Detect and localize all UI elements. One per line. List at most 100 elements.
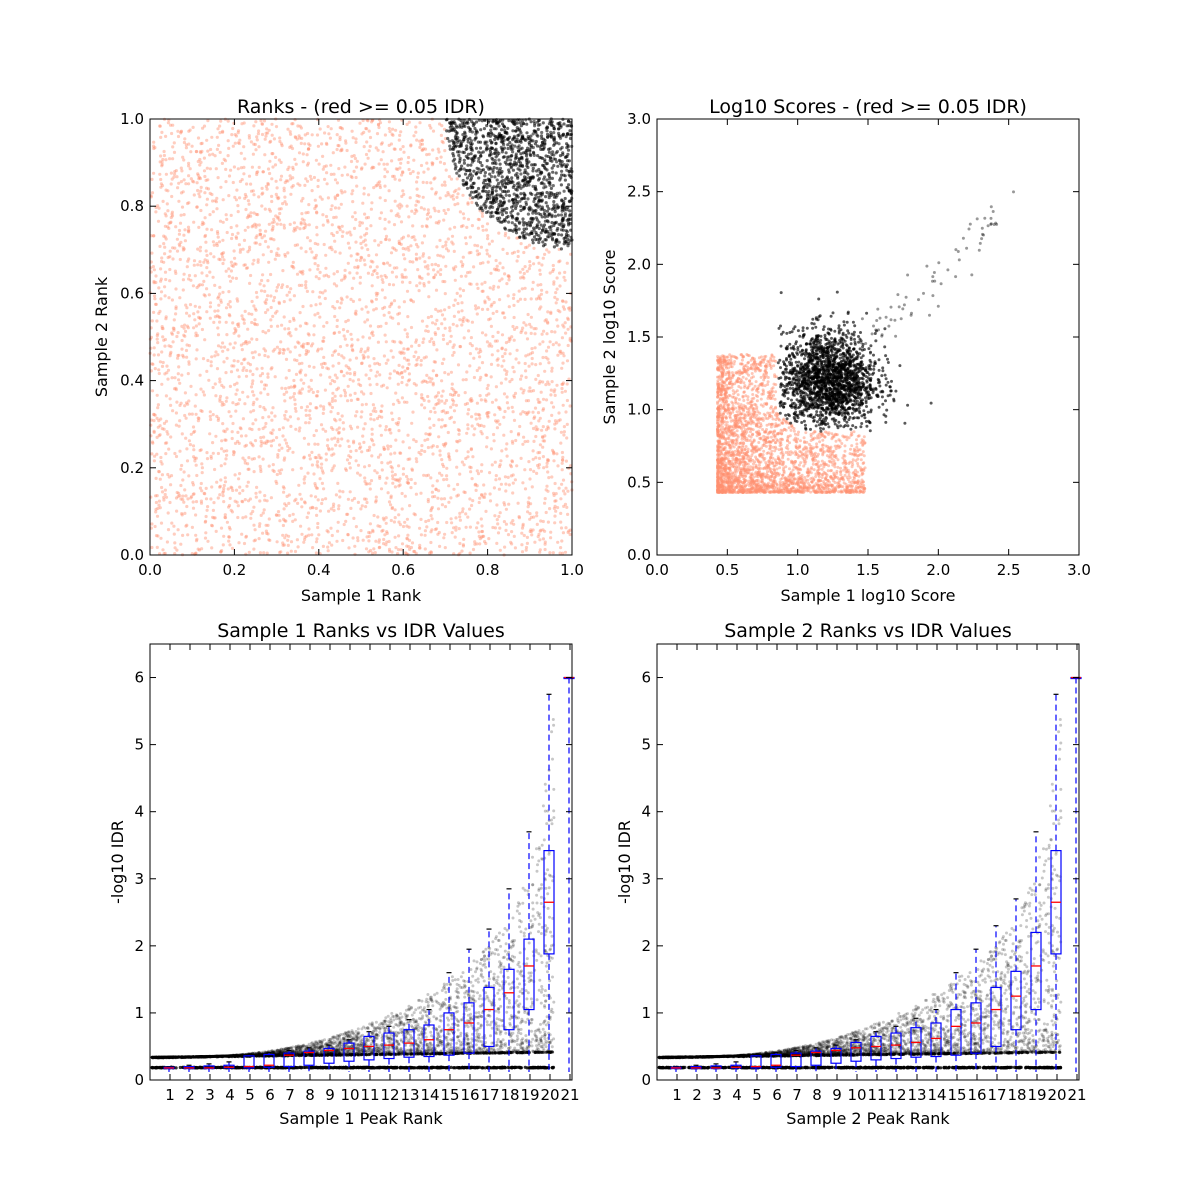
fail-idr-point [225, 520, 229, 524]
fail-idr-point [405, 383, 409, 387]
fail-idr-point [210, 523, 214, 528]
fail-idr-point [289, 177, 293, 181]
pass-idr-point [504, 151, 508, 155]
fail-idr-point [496, 330, 500, 334]
pass-idr-point [568, 129, 572, 133]
ranks-scatter-title: Ranks - (red >= 0.05 IDR) [237, 96, 485, 118]
fail-idr-point [364, 216, 368, 220]
fail-idr-point [218, 150, 222, 154]
fail-idr-point [520, 531, 524, 535]
fail-idr-point [298, 311, 302, 315]
fail-idr-point [305, 163, 310, 167]
fail-idr-point [327, 275, 331, 279]
fail-idr-point [227, 535, 231, 539]
fail-idr-point [374, 184, 378, 188]
fail-idr-point [306, 471, 310, 475]
fail-idr-point [398, 483, 402, 487]
fail-idr-point [531, 457, 535, 461]
pass-idr-point [547, 172, 551, 176]
fail-idr-point [303, 535, 307, 539]
fail-idr-point [539, 283, 543, 287]
fail-idr-point [367, 193, 371, 197]
fail-idr-point [545, 332, 549, 336]
fail-idr-point [429, 126, 433, 130]
fail-idr-point [254, 236, 258, 240]
fail-idr-point [374, 297, 378, 301]
fail-idr-point [564, 331, 568, 335]
fail-idr-point [230, 236, 234, 241]
fail-idr-point [504, 528, 508, 533]
fail-idr-point [164, 452, 168, 456]
fail-idr-point [181, 353, 185, 357]
fail-idr-point [423, 438, 427, 442]
fail-idr-point [316, 349, 320, 353]
fail-idr-point [183, 239, 187, 243]
fail-idr-point [354, 449, 358, 453]
fail-idr-point [383, 274, 387, 278]
fail-idr-point [238, 491, 242, 495]
fail-idr-point [510, 439, 514, 443]
fail-idr-point [307, 389, 311, 393]
fail-idr-point [397, 311, 402, 315]
fail-idr-point [152, 346, 156, 350]
pass-idr-point [471, 124, 475, 128]
fail-idr-point [416, 268, 420, 272]
fail-idr-point [523, 361, 527, 366]
pass-idr-point [533, 129, 537, 133]
fail-idr-point [187, 164, 191, 168]
fail-idr-point [564, 526, 568, 530]
fail-idr-point [366, 271, 370, 275]
fail-idr-point [517, 289, 521, 293]
fail-idr-point [455, 465, 459, 469]
fail-idr-point [411, 224, 415, 228]
fail-idr-point [360, 450, 364, 454]
pass-idr-point [567, 241, 571, 246]
pass-idr-point [526, 165, 530, 170]
fail-idr-point [187, 182, 191, 186]
fail-idr-point [319, 466, 323, 470]
fail-idr-point [445, 520, 449, 525]
fail-idr-point [222, 258, 226, 262]
fail-idr-point [226, 348, 230, 352]
fail-idr-point [520, 543, 524, 547]
fail-idr-point [481, 224, 485, 228]
fail-idr-point [191, 125, 195, 129]
pass-idr-point [471, 196, 475, 200]
fail-idr-point [308, 247, 312, 251]
fail-idr-point [269, 249, 273, 254]
fail-idr-point [250, 351, 254, 355]
fail-idr-point [265, 551, 269, 555]
fail-idr-point [406, 315, 410, 319]
fail-idr-point [286, 347, 290, 351]
fail-idr-point [235, 381, 239, 385]
fail-idr-point [486, 295, 490, 299]
fail-idr-point [512, 394, 516, 398]
fail-idr-point [385, 530, 389, 534]
fail-idr-point [452, 303, 456, 307]
fail-idr-point [501, 354, 505, 359]
fail-idr-point [378, 453, 382, 457]
fail-idr-point [333, 436, 337, 440]
fail-idr-point [349, 254, 353, 258]
fail-idr-point [382, 162, 386, 166]
fail-idr-point [397, 400, 401, 405]
fail-idr-point [314, 303, 318, 307]
pass-idr-point [448, 147, 452, 151]
fail-idr-point [194, 500, 199, 504]
pass-idr-point [452, 142, 456, 146]
fail-idr-point [349, 174, 353, 178]
fail-idr-point [499, 459, 503, 463]
fail-idr-point [364, 547, 369, 551]
fail-idr-point [389, 518, 393, 523]
fail-idr-point [476, 244, 480, 248]
fail-idr-point [244, 443, 248, 447]
fail-idr-point [555, 287, 559, 291]
fail-idr-point [375, 361, 380, 365]
fail-idr-point [277, 283, 281, 287]
fail-idr-point [422, 473, 426, 477]
fail-idr-point [275, 513, 279, 517]
pass-idr-point [519, 204, 523, 208]
fail-idr-point [394, 275, 399, 279]
fail-idr-point [522, 533, 526, 538]
fail-idr-point [223, 345, 227, 349]
